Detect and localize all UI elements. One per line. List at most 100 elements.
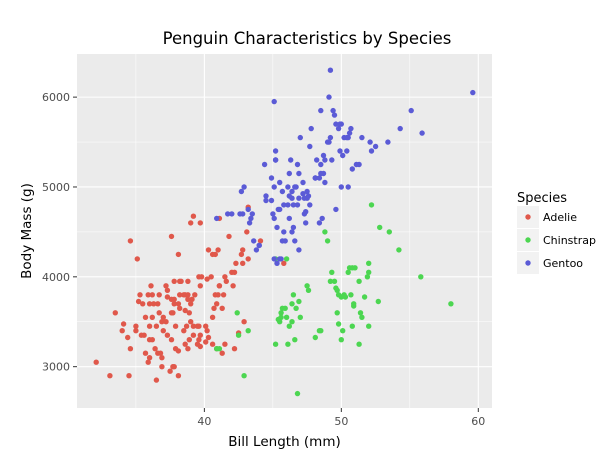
- data-point-gentoo: [271, 215, 277, 222]
- data-point-chinstrap: [348, 292, 354, 298]
- data-point-gentoo: [319, 215, 325, 222]
- data-point-gentoo: [246, 220, 253, 226]
- data-point-adelie: [107, 373, 113, 379]
- data-point-chinstrap: [335, 321, 342, 327]
- data-point-adelie: [119, 328, 125, 334]
- data-point-adelie: [231, 346, 238, 352]
- data-point-adelie: [182, 341, 188, 347]
- data-point-chinstrap: [305, 287, 312, 293]
- data-point-chinstrap: [338, 337, 344, 343]
- data-point-adelie: [231, 269, 238, 275]
- data-point-adelie: [168, 233, 175, 240]
- data-point-adelie: [209, 341, 216, 347]
- data-point-gentoo: [286, 215, 292, 222]
- data-point-gentoo: [316, 175, 323, 181]
- data-point-gentoo: [322, 179, 328, 186]
- data-point-gentoo: [279, 188, 286, 195]
- data-point-gentoo: [248, 215, 254, 222]
- data-point-adelie: [197, 343, 203, 350]
- data-point-chinstrap: [312, 334, 318, 341]
- data-point-adelie: [164, 332, 171, 338]
- data-point-chinstrap: [418, 274, 424, 280]
- data-point-adelie: [190, 213, 197, 219]
- y-tick-label: 3000: [42, 361, 70, 374]
- data-point-gentoo: [225, 211, 231, 217]
- data-point-adelie: [153, 323, 160, 329]
- data-point-chinstrap: [285, 341, 291, 347]
- data-point-adelie: [245, 256, 251, 262]
- data-point-adelie: [203, 323, 209, 329]
- data-point-chinstrap: [245, 328, 251, 334]
- data-point-adelie: [155, 301, 161, 307]
- data-point-adelie: [172, 323, 179, 329]
- data-point-adelie: [240, 247, 246, 253]
- data-point-gentoo: [289, 229, 295, 235]
- data-point-adelie: [192, 292, 198, 298]
- data-point-adelie: [185, 292, 191, 298]
- data-point-gentoo: [345, 184, 351, 190]
- data-point-adelie: [197, 332, 203, 338]
- data-point-adelie: [244, 229, 250, 235]
- data-point-adelie: [216, 283, 223, 289]
- data-point-adelie: [203, 339, 209, 345]
- data-point-adelie: [204, 276, 210, 282]
- data-point-gentoo: [322, 157, 328, 163]
- data-point-gentoo: [326, 94, 332, 100]
- data-point-adelie: [127, 238, 134, 244]
- data-point-gentoo: [372, 143, 379, 150]
- data-point-gentoo: [240, 211, 246, 217]
- data-point-gentoo: [330, 107, 336, 114]
- data-point-adelie: [160, 328, 166, 334]
- data-point-chinstrap: [241, 373, 247, 379]
- data-point-gentoo: [307, 143, 313, 150]
- data-point-adelie: [181, 328, 187, 334]
- data-point-gentoo: [337, 121, 343, 127]
- data-point-adelie: [196, 323, 202, 329]
- data-point-gentoo: [296, 247, 302, 253]
- data-point-adelie: [257, 238, 264, 244]
- legend-marker-gentoo: [525, 260, 531, 266]
- data-point-adelie: [205, 247, 212, 253]
- legend: Species Adelie Chinstrap Gentoo: [517, 191, 596, 274]
- data-point-chinstrap: [334, 310, 340, 316]
- data-point-adelie: [188, 319, 194, 325]
- data-point-chinstrap: [282, 305, 288, 311]
- data-point-chinstrap: [286, 323, 292, 329]
- data-point-adelie: [163, 283, 169, 289]
- data-point-gentoo: [333, 206, 339, 213]
- data-point-gentoo: [307, 202, 313, 208]
- data-point-gentoo: [277, 179, 283, 186]
- data-point-chinstrap: [235, 332, 242, 338]
- data-point-chinstrap: [375, 298, 381, 305]
- data-point-adelie: [212, 251, 218, 258]
- data-point-gentoo: [297, 134, 303, 141]
- data-point-chinstrap: [359, 314, 365, 320]
- data-point-chinstrap: [356, 278, 362, 284]
- data-point-chinstrap: [366, 269, 372, 275]
- data-point-adelie: [182, 307, 188, 314]
- data-point-adelie: [205, 334, 212, 341]
- data-point-gentoo: [294, 202, 301, 208]
- data-point-chinstrap: [297, 314, 303, 320]
- data-point-gentoo: [271, 256, 277, 262]
- data-point-gentoo: [367, 139, 373, 145]
- data-point-adelie: [183, 323, 190, 329]
- data-point-chinstrap: [345, 269, 351, 275]
- data-point-adelie: [241, 319, 247, 325]
- data-point-gentoo: [327, 134, 334, 141]
- data-point-gentoo: [290, 202, 297, 208]
- data-point-adelie: [156, 292, 162, 298]
- data-point-gentoo: [368, 148, 375, 154]
- data-point-chinstrap: [351, 301, 357, 307]
- data-point-adelie: [178, 278, 184, 284]
- data-point-adelie: [222, 274, 228, 280]
- x-tick-label: 50: [334, 415, 348, 428]
- data-point-chinstrap: [234, 310, 240, 316]
- data-point-adelie: [230, 283, 236, 289]
- data-point-adelie: [145, 359, 151, 365]
- legend-title: Species: [517, 191, 567, 206]
- data-point-chinstrap: [322, 229, 328, 235]
- data-point-adelie: [208, 274, 214, 280]
- data-point-gentoo: [312, 175, 318, 181]
- data-point-gentoo: [277, 206, 283, 213]
